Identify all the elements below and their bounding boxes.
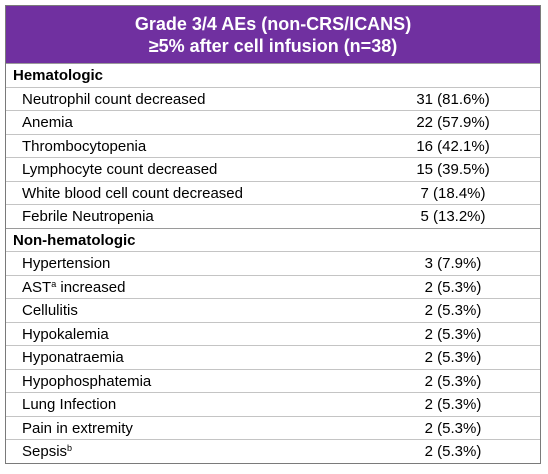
table-row: Lymphocyte count decreased 15 (39.5%)	[6, 157, 540, 181]
adverse-events-table: Grade 3/4 AEs (non-CRS/ICANS) ≥5% after …	[5, 5, 541, 464]
ae-count: 7 (18.4%)	[420, 184, 486, 202]
table-row: Thrombocytopenia 16 (42.1%)	[6, 133, 540, 158]
footnote-marker-b: b	[67, 443, 73, 453]
table-row: Anemia 22 (57.9%)	[6, 110, 540, 134]
table-row: Sepsisb 2 (5.3%)	[6, 439, 540, 463]
ae-name: Hypokalemia	[22, 325, 109, 343]
ae-name: Anemia	[22, 114, 73, 131]
ae-count: 2 (5.3%)	[424, 419, 482, 437]
ae-name-text: Sepsis	[22, 443, 68, 460]
ae-name: Lung Infection	[22, 396, 117, 413]
table-row: White blood cell count decreased 7 (18.4…	[6, 180, 540, 205]
ae-count: 2 (5.3%)	[424, 325, 482, 343]
ae-count: 2 (5.3%)	[424, 302, 482, 319]
section-header-hematologic: Hematologic	[6, 63, 540, 87]
ae-name-sepsis: Sepsisb	[6, 440, 366, 463]
ae-count: 2 (5.3%)	[424, 278, 482, 296]
ae-count: 15 (39.5%)	[416, 161, 490, 178]
ae-count: 2 (5.3%)	[424, 396, 482, 413]
table-row: Lung Infection 2 (5.3%)	[6, 392, 540, 416]
ae-count: 3 (7.9%)	[424, 255, 482, 272]
ae-name-suffix: increased	[56, 278, 126, 296]
section-header-non-hematologic: Non-hematologic	[6, 227, 540, 252]
ae-name-text: AST	[22, 278, 52, 296]
table-row: Febrile Neutropenia 5 (13.2%)	[6, 204, 540, 228]
ae-name: Neutrophil count decreased	[22, 90, 206, 108]
ae-count: 5 (13.2%)	[420, 208, 486, 225]
ae-name: Lymphocyte count decreased	[22, 161, 218, 178]
ae-count: 22 (57.9%)	[416, 114, 490, 131]
ae-name: Hyponatraemia	[22, 349, 124, 366]
table-row: Hyponatraemia 2 (5.3%)	[6, 345, 540, 369]
ae-name: Thrombocytopenia	[22, 137, 147, 155]
ae-name: Hypertension	[22, 255, 111, 272]
ae-count: 31 (81.6%)	[416, 90, 490, 108]
ae-count: 2 (5.3%)	[424, 443, 482, 460]
table-row: Hypophosphatemia 2 (5.3%)	[6, 368, 540, 393]
table-row: ASTa increased 2 (5.3%)	[6, 274, 540, 299]
ae-name: Pain in extremity	[22, 419, 133, 437]
header-title-line2: ≥5% after cell infusion (n=38)	[148, 36, 398, 56]
table-row: Pain in extremity 2 (5.3%)	[6, 415, 540, 440]
ae-name: Febrile Neutropenia	[22, 208, 154, 225]
ae-name: Cellulitis	[22, 302, 78, 319]
ae-name-ast: ASTa increased	[6, 276, 366, 299]
ae-count: 16 (42.1%)	[416, 137, 490, 155]
table-header: Grade 3/4 AEs (non-CRS/ICANS) ≥5% after …	[6, 6, 540, 63]
table-row: Hypertension 3 (7.9%)	[6, 251, 540, 275]
table-row: Neutrophil count decreased 31 (81.6%)	[6, 86, 540, 111]
table-row: Cellulitis 2 (5.3%)	[6, 298, 540, 322]
footnote-marker-a: a	[51, 278, 57, 289]
header-title-line1: Grade 3/4 AEs (non-CRS/ICANS)	[134, 14, 412, 34]
ae-name: White blood cell count decreased	[22, 184, 243, 202]
ae-count: 2 (5.3%)	[424, 349, 482, 366]
ae-name: Hypophosphatemia	[22, 372, 152, 390]
table-row: Hypokalemia 2 (5.3%)	[6, 321, 540, 346]
ae-count: 2 (5.3%)	[424, 372, 482, 390]
